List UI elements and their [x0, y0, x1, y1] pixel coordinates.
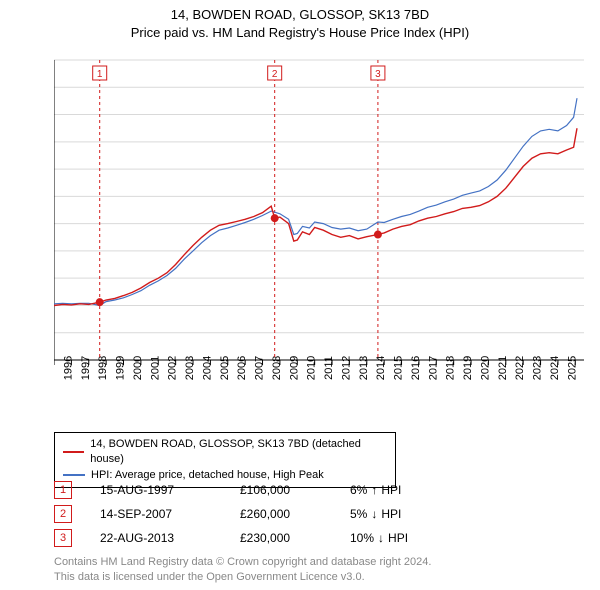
svg-text:3: 3: [375, 69, 381, 80]
sale-price-3: £230,000: [240, 531, 350, 545]
sale-row-1: 1 15-AUG-1997 £106,000 6% ↑ HPI: [54, 478, 480, 502]
svg-text:2004: 2004: [201, 356, 213, 380]
sale-pct-2: 5% ↓ HPI: [350, 507, 480, 521]
svg-text:2018: 2018: [445, 356, 457, 380]
sales-table: 1 15-AUG-1997 £106,000 6% ↑ HPI 2 14-SEP…: [54, 478, 480, 550]
sale-pct-3: 10% ↓ HPI: [350, 531, 480, 545]
sale-pct-1: 6% ↑ HPI: [350, 483, 480, 497]
svg-text:2023: 2023: [532, 356, 544, 380]
sale-price-2: £260,000: [240, 507, 350, 521]
sale-price-1: £106,000: [240, 483, 350, 497]
svg-text:2: 2: [272, 69, 278, 80]
legend-swatch-price-paid: [63, 451, 84, 453]
svg-text:2017: 2017: [427, 356, 439, 380]
svg-text:2024: 2024: [549, 356, 561, 380]
svg-text:2019: 2019: [462, 356, 474, 380]
svg-text:2003: 2003: [184, 356, 196, 380]
svg-text:2002: 2002: [167, 356, 179, 380]
svg-text:2021: 2021: [497, 356, 509, 380]
sale-row-2: 2 14-SEP-2007 £260,000 5% ↓ HPI: [54, 502, 480, 526]
svg-text:2012: 2012: [340, 356, 352, 380]
svg-text:2006: 2006: [236, 356, 248, 380]
arrow-down-icon: ↓: [378, 531, 384, 545]
title-line-2: Price paid vs. HM Land Registry's House …: [0, 24, 600, 42]
attribution-line-1: Contains HM Land Registry data © Crown c…: [54, 555, 431, 569]
svg-text:2010: 2010: [306, 356, 318, 380]
line-chart: £0£50K£100K£150K£200K£250K£300K£350K£400…: [54, 50, 584, 430]
svg-text:2022: 2022: [514, 356, 526, 380]
svg-text:2014: 2014: [375, 356, 387, 380]
svg-text:1996: 1996: [62, 356, 74, 380]
svg-text:1: 1: [97, 69, 103, 80]
sale-marker-2: 2: [54, 505, 72, 523]
svg-text:1997: 1997: [80, 356, 92, 380]
attribution: Contains HM Land Registry data © Crown c…: [54, 555, 431, 584]
legend-item-price-paid: 14, BOWDEN ROAD, GLOSSOP, SK13 7BD (deta…: [63, 437, 387, 468]
svg-text:2007: 2007: [254, 356, 266, 380]
chart-plot-area: £0£50K£100K£150K£200K£250K£300K£350K£400…: [54, 50, 584, 390]
svg-text:2013: 2013: [358, 356, 370, 380]
arrow-up-icon: ↑: [371, 483, 377, 497]
arrow-down-icon: ↓: [371, 507, 377, 521]
svg-text:1999: 1999: [115, 356, 127, 380]
sale-date-1: 15-AUG-1997: [100, 483, 240, 497]
svg-text:2005: 2005: [219, 356, 231, 380]
svg-text:2020: 2020: [479, 356, 491, 380]
svg-text:2016: 2016: [410, 356, 422, 380]
sale-marker-3: 3: [54, 529, 72, 547]
sale-marker-1: 1: [54, 481, 72, 499]
legend-swatch-hpi: [63, 474, 85, 476]
svg-text:1998: 1998: [97, 356, 109, 380]
sale-row-3: 3 22-AUG-2013 £230,000 10% ↓ HPI: [54, 526, 480, 550]
svg-text:2000: 2000: [132, 356, 144, 380]
sale-date-3: 22-AUG-2013: [100, 531, 240, 545]
title-line-1: 14, BOWDEN ROAD, GLOSSOP, SK13 7BD: [0, 6, 600, 24]
svg-text:2009: 2009: [288, 356, 300, 380]
attribution-line-2: This data is licensed under the Open Gov…: [54, 570, 431, 584]
sale-date-2: 14-SEP-2007: [100, 507, 240, 521]
svg-text:2025: 2025: [566, 356, 578, 380]
legend-label-price-paid: 14, BOWDEN ROAD, GLOSSOP, SK13 7BD (deta…: [90, 437, 387, 468]
svg-text:2015: 2015: [393, 356, 405, 380]
svg-text:2001: 2001: [149, 356, 161, 380]
svg-text:2008: 2008: [271, 356, 283, 380]
chart-titles: 14, BOWDEN ROAD, GLOSSOP, SK13 7BD Price…: [0, 0, 600, 41]
